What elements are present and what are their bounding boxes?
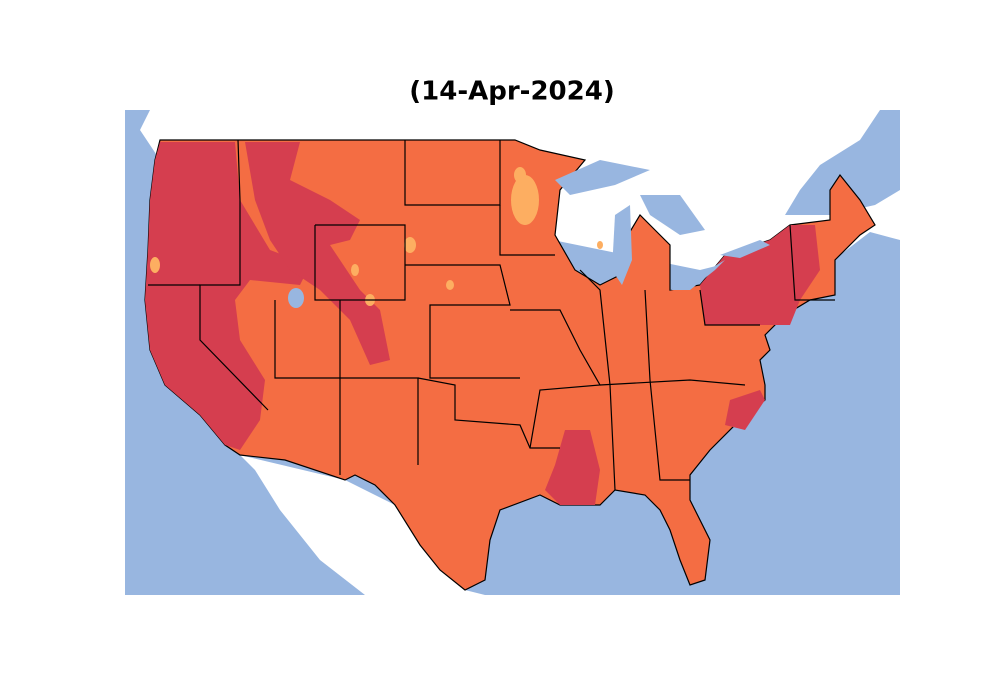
state-borders — [148, 139, 835, 491]
red-rockies — [245, 142, 390, 365]
red-south — [545, 430, 600, 505]
red-northeast — [700, 225, 820, 325]
red-west — [145, 142, 310, 450]
map-title: (14-Apr-2024) — [409, 77, 614, 107]
light-spots — [150, 167, 603, 306]
great-lakes — [288, 160, 770, 308]
map — [125, 110, 900, 595]
red-carolina — [725, 390, 765, 430]
mexico — [240, 455, 485, 595]
